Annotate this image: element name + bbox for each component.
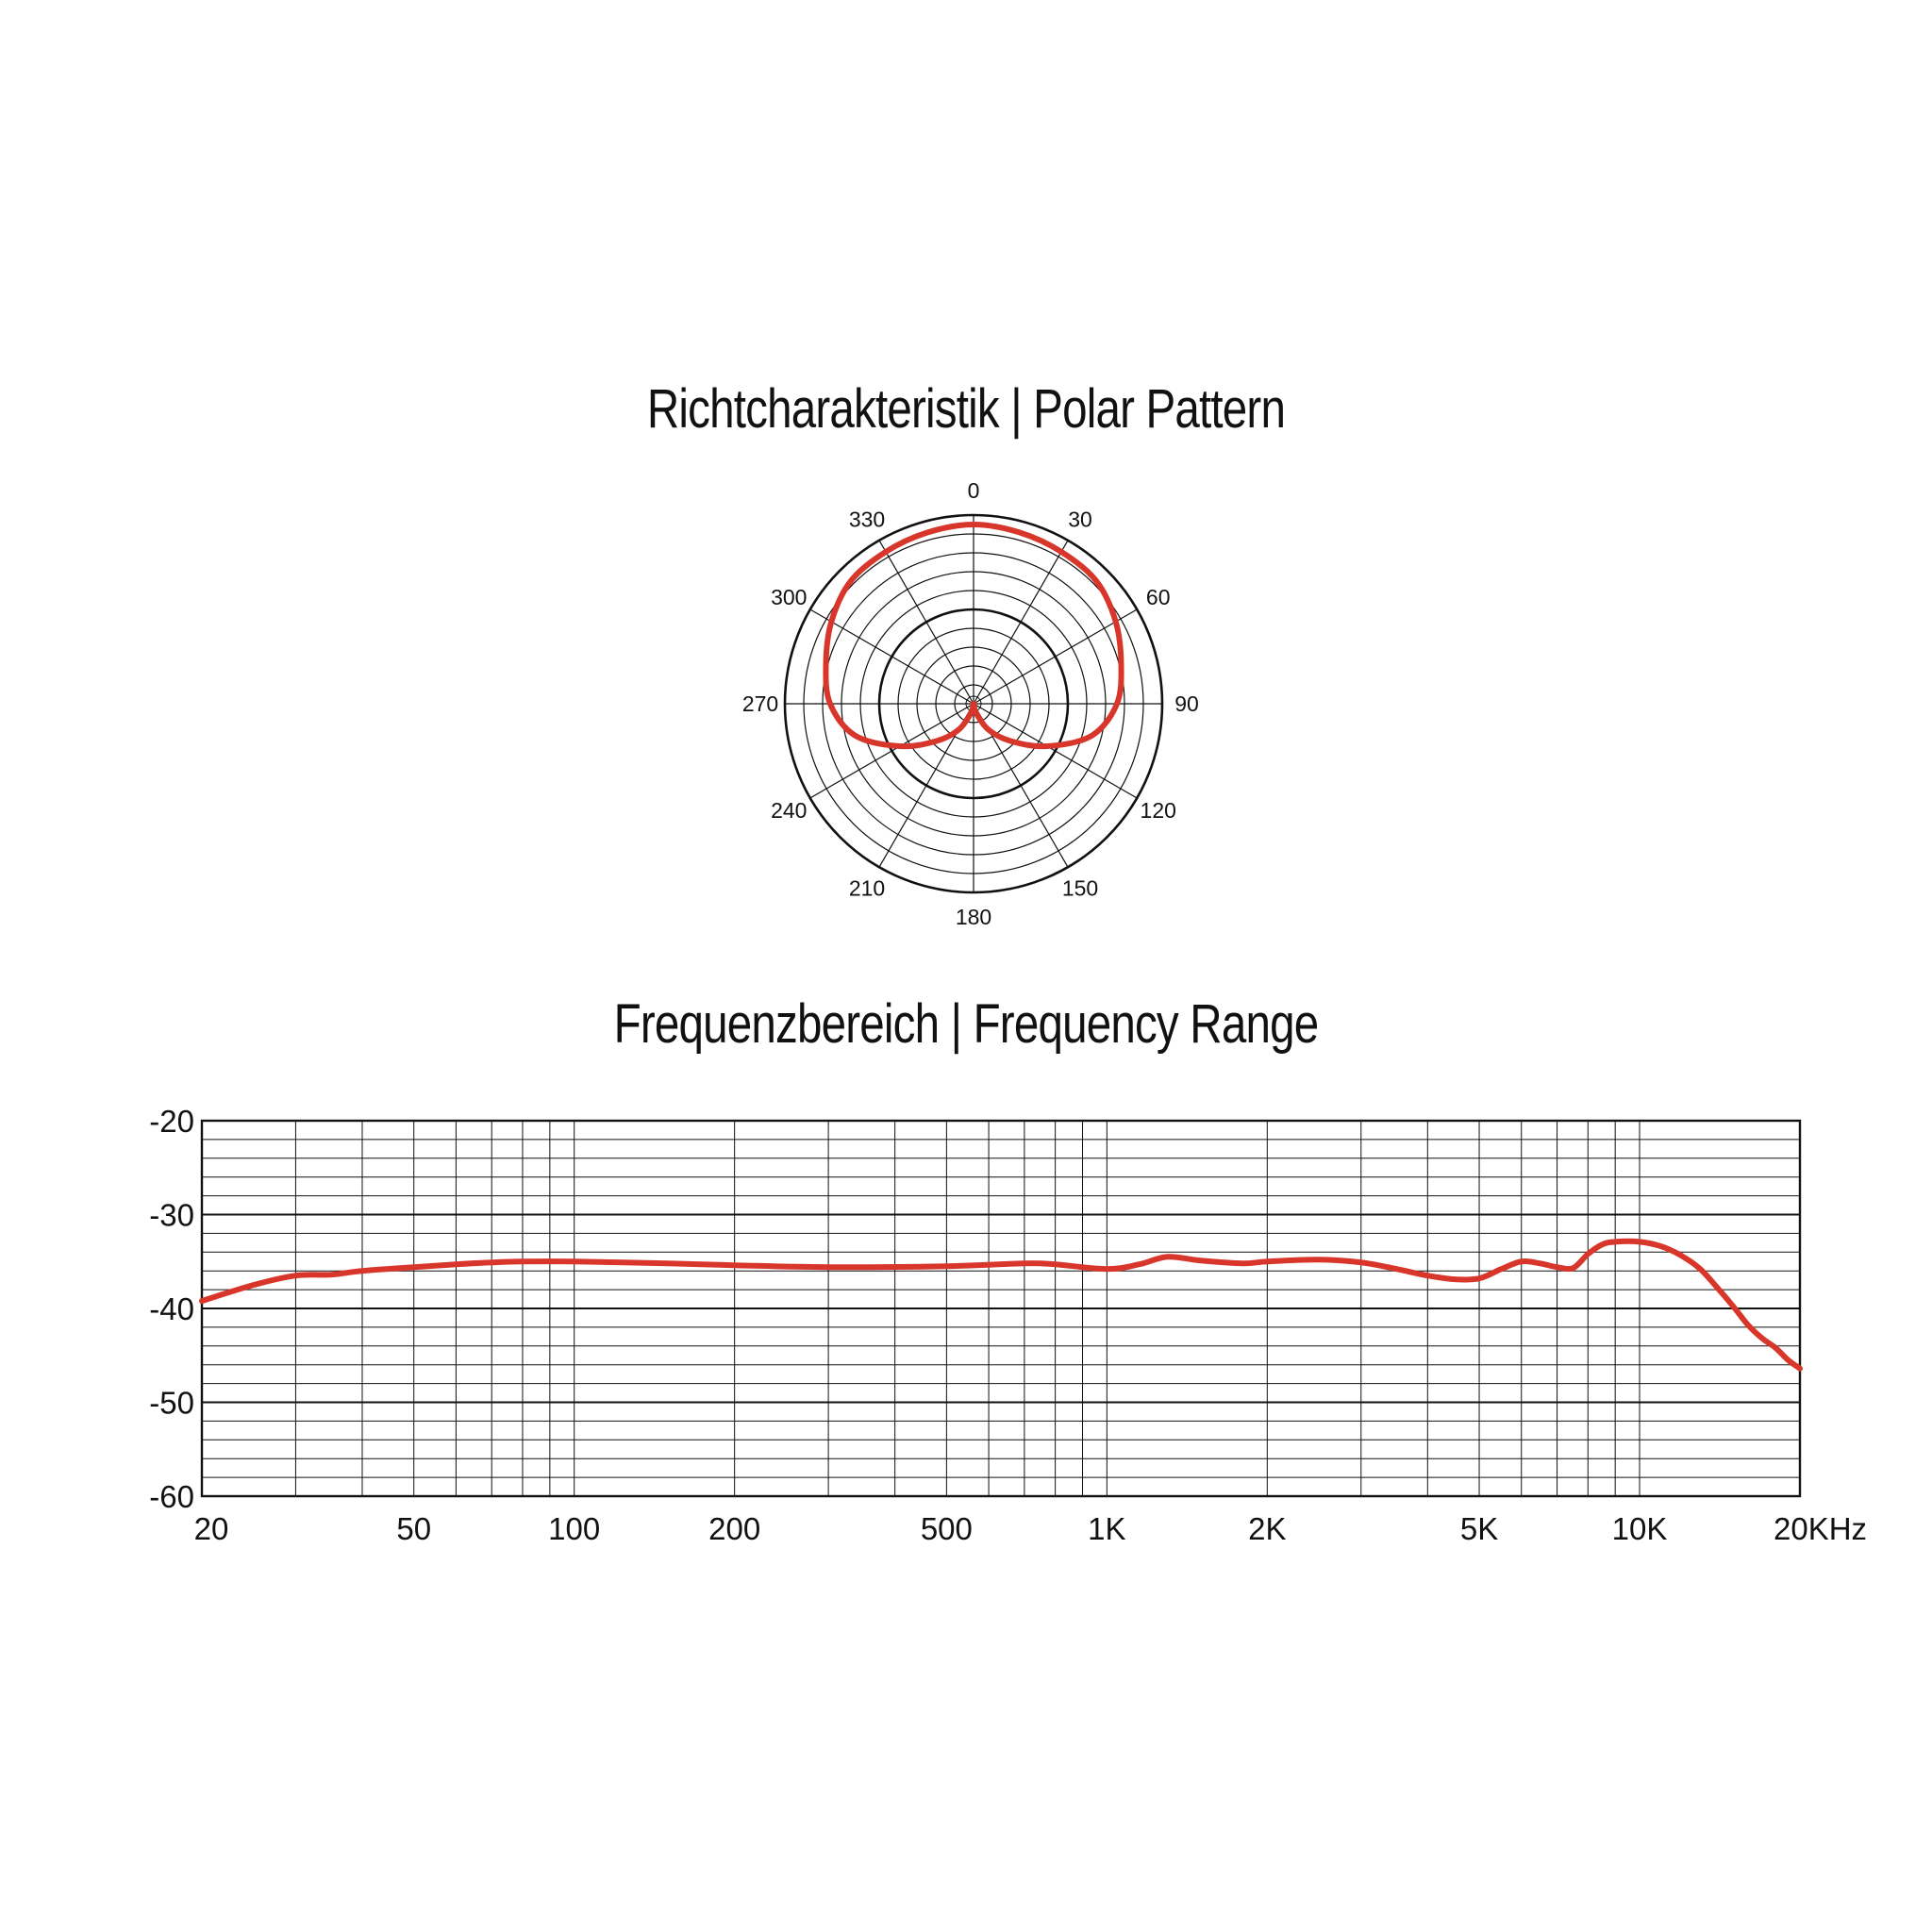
frequency-y-tick-label: -30: [149, 1198, 194, 1233]
polar-grid: [783, 513, 1164, 894]
polar-spoke: [973, 703, 1138, 799]
frequency-y-tick-label: -50: [149, 1386, 194, 1421]
polar-angle-label: 0: [968, 478, 980, 503]
frequency-range-title: Frequenzbereich | Frequency Range: [613, 993, 1320, 1055]
polar-spoke: [809, 608, 974, 705]
frequency-x-tick-label: 10K: [1612, 1511, 1668, 1546]
polar-angle-label: 300: [771, 585, 807, 609]
polar-angle-label: 120: [1141, 798, 1176, 823]
frequency-frame: [200, 1119, 1802, 1498]
frequency-x-tick-label: 50: [396, 1511, 431, 1546]
polar-angle-label: 180: [956, 905, 991, 929]
frequency-y-tick-label: -60: [149, 1479, 194, 1514]
polar-angle-label: 60: [1146, 585, 1171, 609]
polar-angle-label: 150: [1062, 876, 1098, 901]
frequency-grid: [200, 1119, 1802, 1498]
polar-angle-label: 240: [771, 798, 807, 823]
frequency-x-tick-label: 5K: [1460, 1511, 1498, 1546]
polar-spoke: [878, 540, 974, 705]
frequency-x-tick-label: 1K: [1088, 1511, 1125, 1546]
polar-spoke: [809, 703, 974, 799]
polar-pattern-title: Richtcharakteristik | Polar Pattern: [646, 378, 1286, 440]
polar-angle-label: 210: [849, 876, 885, 901]
frequency-y-tick-label: -40: [149, 1291, 194, 1326]
frequency-x-tick-label: 2K: [1248, 1511, 1286, 1546]
frequency-x-tick-label: 200: [708, 1511, 760, 1546]
frequency-x-tick-label: 500: [921, 1511, 973, 1546]
polar-angle-label: 30: [1068, 507, 1092, 531]
polar-angle-label: 90: [1174, 691, 1199, 716]
frequency-x-tick-label: 100: [548, 1511, 600, 1546]
polar-angle-label: 270: [742, 691, 778, 716]
frequency-x-tick-label: 20KHz: [1774, 1511, 1867, 1546]
frequency-x-tick-label: 20: [194, 1511, 229, 1546]
polar-angle-label: 330: [849, 507, 885, 531]
frequency-y-tick-label: -20: [149, 1104, 194, 1139]
polar-spoke: [973, 608, 1138, 705]
polar-spoke: [973, 540, 1069, 705]
polar-pattern-line: [823, 522, 1124, 750]
frequency-response-line: [199, 1238, 1803, 1372]
